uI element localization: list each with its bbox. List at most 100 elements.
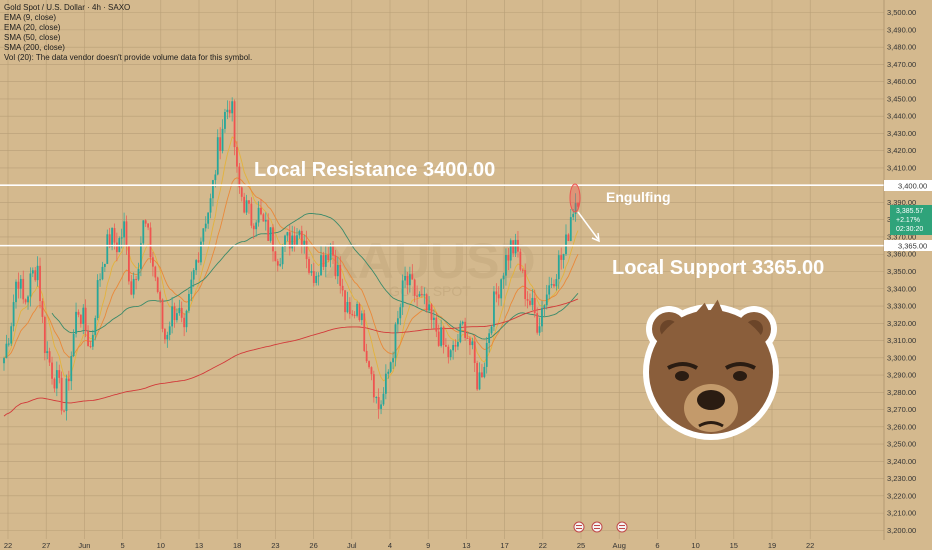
- candle-body: [529, 300, 531, 305]
- candle-body: [502, 275, 505, 280]
- candle-body: [320, 255, 322, 276]
- candle-body: [161, 299, 164, 329]
- candle-body: [305, 240, 308, 260]
- candle-body: [550, 284, 553, 286]
- candle-body: [569, 217, 572, 241]
- time-tick-label: 22: [806, 541, 814, 550]
- candle-body: [3, 358, 5, 364]
- candle-body: [404, 276, 406, 281]
- candle-body: [91, 334, 94, 347]
- candle-body: [315, 275, 318, 283]
- candle-body: [555, 279, 558, 287]
- candles: [3, 97, 579, 421]
- candle-body: [267, 220, 270, 241]
- price-tick-label: 3,490.00: [887, 25, 916, 34]
- candle-body: [543, 305, 546, 309]
- support-price: 3,365.00: [898, 242, 927, 251]
- candle-body: [55, 370, 58, 389]
- candle-body: [360, 313, 363, 321]
- candle-body: [449, 350, 452, 358]
- candle-body: [279, 264, 282, 266]
- candle-body: [260, 207, 262, 215]
- candle-body: [195, 260, 198, 271]
- price-tick-label: 3,230.00: [887, 474, 916, 483]
- candle-body: [389, 362, 392, 372]
- candle-body: [204, 223, 207, 229]
- candle-body: [19, 278, 22, 289]
- candle-body: [137, 268, 140, 280]
- candle-body: [432, 317, 435, 320]
- candle-body: [238, 166, 241, 188]
- candle-body: [7, 343, 10, 345]
- price-tick-label: 3,370.00: [887, 232, 916, 241]
- candle-body: [257, 207, 260, 223]
- price-tick-label: 3,360.00: [887, 250, 916, 259]
- volume-note: Vol (20): The data vendor doesn't provid…: [4, 53, 253, 62]
- candle-body: [473, 341, 476, 363]
- indicator-ema20[interactable]: EMA (20, close): [4, 23, 61, 32]
- candle-body: [221, 128, 224, 152]
- price-tick-label: 3,340.00: [887, 284, 916, 293]
- candle-body: [12, 302, 15, 327]
- price-tick-label: 3,210.00: [887, 509, 916, 518]
- candle-body: [94, 318, 97, 335]
- candle-body: [476, 362, 479, 390]
- time-tick-label: 15: [730, 541, 738, 550]
- candle-body: [495, 291, 498, 295]
- moving-averages: [3, 136, 579, 417]
- candle-body: [452, 345, 455, 351]
- candle-body: [111, 228, 113, 248]
- candle-body: [281, 246, 284, 265]
- candle-body: [262, 214, 265, 222]
- time-tick-label: 13: [462, 541, 470, 550]
- candle-body: [356, 303, 358, 316]
- candle-body: [572, 213, 575, 218]
- candle-body: [207, 212, 210, 224]
- price-tick-label: 3,320.00: [887, 319, 916, 328]
- candle-body: [183, 317, 186, 328]
- candle-body: [430, 304, 433, 320]
- candle-body: [396, 318, 399, 325]
- candle-body: [300, 230, 303, 246]
- candle-body: [284, 235, 286, 247]
- candle-body: [113, 228, 116, 243]
- candle-body: [531, 297, 534, 305]
- candle-body: [557, 255, 560, 280]
- candle-body: [108, 234, 111, 248]
- candle-body: [459, 323, 462, 342]
- candle-body: [77, 311, 80, 315]
- time-tick-label: 6: [655, 541, 659, 550]
- price-tick-label: 3,300.00: [887, 353, 916, 362]
- candle-body: [370, 367, 373, 375]
- candle-body: [149, 227, 152, 258]
- candle-body: [75, 311, 77, 334]
- watermark-symbol: XAUUSD: [324, 233, 535, 289]
- candle-body: [505, 254, 507, 276]
- candle-body: [416, 295, 418, 297]
- current-price: 3,385.57: [896, 208, 923, 215]
- candle-body: [27, 296, 29, 303]
- candle-body: [63, 410, 65, 412]
- indicator-sma50[interactable]: SMA (50, close): [4, 33, 61, 42]
- indicator-ema9[interactable]: EMA (9, close): [4, 13, 57, 22]
- candle-body: [481, 372, 483, 378]
- symbol-title[interactable]: Gold Spot / U.S. Dollar · 4h · SAXO: [4, 3, 131, 12]
- time-axis[interactable]: 22 27 Jun 5 10 13 18 23 26 Jul 4 9 13 17 22 25 Aug 6 10 15 1…: [0, 540, 932, 550]
- candle-body: [248, 200, 250, 204]
- chart-legend: Gold Spot / U.S. Dollar · 4h · SAXO EMA …: [4, 3, 252, 63]
- candle-body: [341, 285, 344, 291]
- candle-body: [312, 271, 315, 283]
- price-axis[interactable]: 3,200.00 3,210.00 3,220.00 3,230.00 3,240.00…: [883, 0, 932, 550]
- candle-body: [394, 324, 397, 359]
- indicator-sma200[interactable]: SMA (200, close): [4, 43, 65, 52]
- candle-body: [382, 393, 385, 405]
- candle-body: [401, 280, 404, 308]
- candle-body: [478, 372, 481, 390]
- ema9-line: [3, 136, 579, 382]
- candle-body: [384, 373, 387, 394]
- candle-body: [577, 203, 579, 207]
- candle-body: [236, 147, 238, 167]
- candle-body: [156, 277, 159, 292]
- candle-body: [99, 279, 101, 281]
